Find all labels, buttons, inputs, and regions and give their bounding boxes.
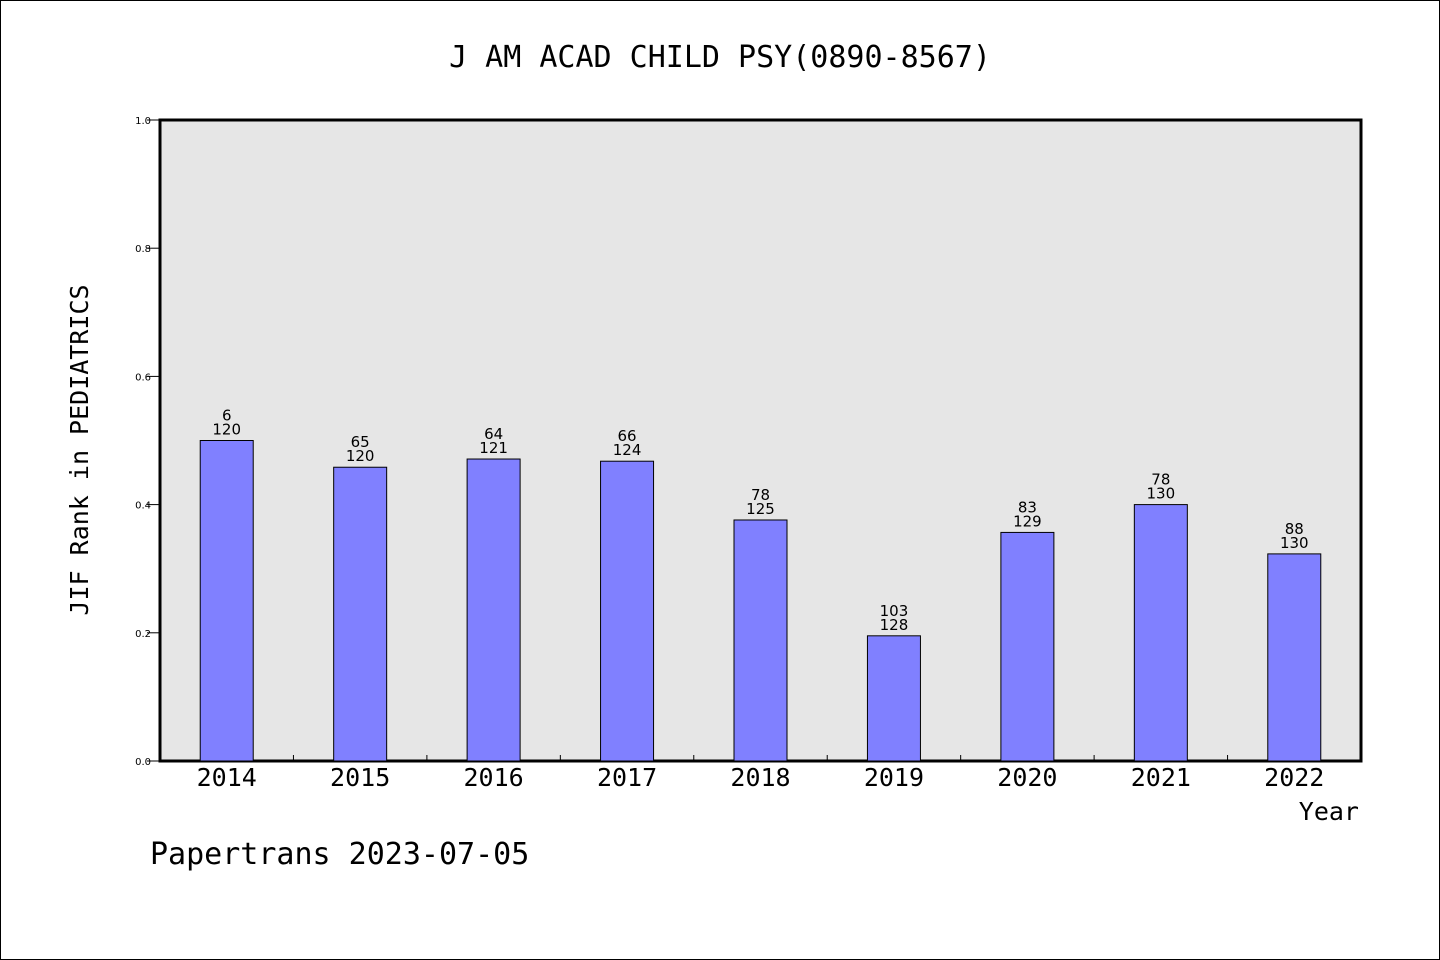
bar-rank-label: 78 bbox=[1151, 471, 1170, 489]
bar-2014 bbox=[199, 440, 254, 762]
bar-2021 bbox=[1133, 504, 1188, 762]
x-tick-label: 2022 bbox=[1264, 763, 1324, 792]
bar-total-label: 125 bbox=[746, 500, 775, 518]
x-tick-label: 2020 bbox=[997, 763, 1057, 792]
bar-2022 bbox=[1267, 553, 1322, 762]
bar-2015 bbox=[333, 466, 388, 762]
bar-total-label: 128 bbox=[880, 616, 909, 634]
bar-total-label: 120 bbox=[212, 421, 241, 439]
bar-rank-label: 64 bbox=[484, 425, 503, 443]
bar-total-label: 130 bbox=[1147, 485, 1176, 503]
bar-2020 bbox=[1000, 531, 1055, 762]
bar-2017 bbox=[600, 460, 655, 762]
x-tick-label: 2019 bbox=[864, 763, 924, 792]
y-axis-label: JIF Rank in PEDIATRICS bbox=[65, 284, 94, 615]
bar-total-label: 120 bbox=[346, 447, 375, 465]
x-tick-label: 2014 bbox=[197, 763, 257, 792]
bar-rank-label: 78 bbox=[751, 486, 770, 504]
bar-rank-label: 103 bbox=[880, 602, 909, 620]
y-tick-label: 0.0 bbox=[135, 757, 151, 768]
bars bbox=[199, 440, 1322, 762]
x-tick-label: 2015 bbox=[330, 763, 390, 792]
bar-rank-label: 88 bbox=[1285, 520, 1304, 538]
bar-labels: 6120201465120201564121201666124201778125… bbox=[197, 407, 1325, 793]
bar-2018 bbox=[733, 519, 788, 762]
chart-title: J AM ACAD CHILD PSY(0890-8567) bbox=[449, 40, 991, 75]
bar-total-label: 121 bbox=[479, 439, 508, 457]
x-tick-label: 2016 bbox=[464, 763, 524, 792]
bar-total-label: 124 bbox=[613, 441, 642, 459]
y-tick-label: 1.0 bbox=[135, 116, 151, 127]
x-tick-label: 2017 bbox=[597, 763, 657, 792]
axis-ticks: 0.0 0.2 0.4 0.6 0.8 1.0 bbox=[135, 116, 1229, 768]
x-axis-label: Year bbox=[1299, 797, 1359, 826]
bar-rank-label: 6 bbox=[222, 407, 232, 425]
y-tick-label: 0.4 bbox=[135, 501, 151, 512]
bar-total-label: 130 bbox=[1280, 534, 1309, 552]
bar-rank-label: 66 bbox=[618, 427, 637, 445]
y-tick-label: 0.6 bbox=[135, 372, 151, 383]
x-tick-label: 2018 bbox=[730, 763, 790, 792]
bar-total-label: 129 bbox=[1013, 512, 1042, 530]
footer-text: Papertrans 2023-07-05 bbox=[150, 837, 529, 872]
y-tick-label: 0.2 bbox=[135, 629, 151, 640]
y-tick-label: 0.8 bbox=[135, 244, 151, 255]
bar-2019 bbox=[866, 635, 921, 762]
bar-rank-label: 65 bbox=[351, 433, 370, 451]
bar-2016 bbox=[466, 458, 521, 762]
x-tick-label: 2021 bbox=[1131, 763, 1191, 792]
bar-rank-label: 83 bbox=[1018, 498, 1037, 516]
